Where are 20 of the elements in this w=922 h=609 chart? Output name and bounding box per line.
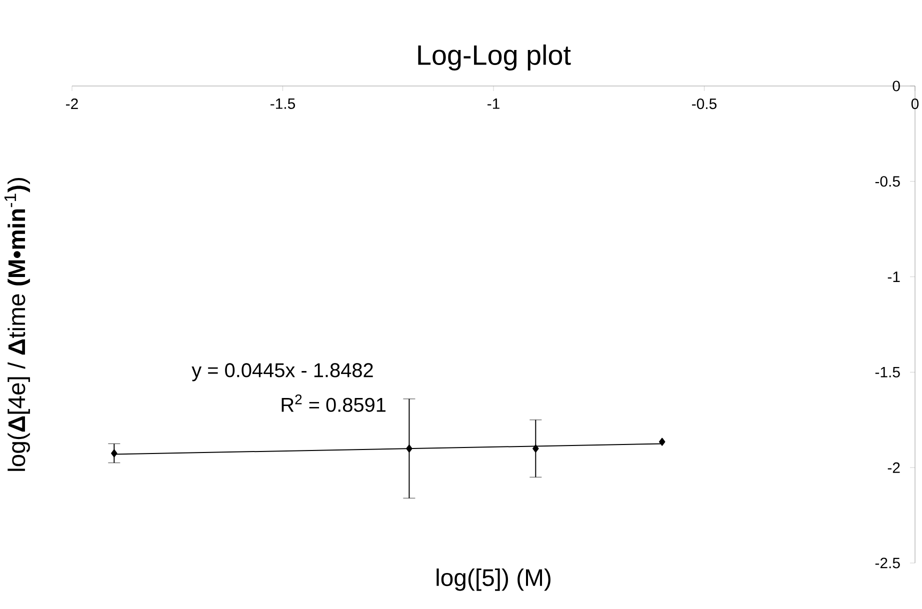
x-axis-title: log([5]) (M) <box>436 568 550 591</box>
y-tick-label: -1.5 <box>875 366 900 378</box>
chart-title: Log-Log plot <box>418 44 571 70</box>
x-tick-label: -2 <box>66 98 78 109</box>
y-tick-label: -2 <box>888 462 900 473</box>
point <box>532 444 539 453</box>
point <box>658 438 666 446</box>
annotation: y = 0.0445x - 1.8482 <box>192 363 373 382</box>
text: log(Δ[4e] / Δtime (M•min$^{-1}$)) <box>4 178 30 471</box>
y-tick-label: -0.5 <box>875 176 900 187</box>
y-tick-label: -1 <box>888 272 900 282</box>
x-tick-label: -1 <box>488 98 500 109</box>
annotation: R$^{2}$ = 0.8591 <box>282 394 386 412</box>
point <box>406 444 412 453</box>
y-tick-label: 0 <box>892 80 900 92</box>
x-tick-label: -1.5 <box>270 98 296 109</box>
x-tick-label: -0.5 <box>692 98 717 110</box>
y-tick-label: -2.5 <box>875 558 900 568</box>
point <box>111 449 118 458</box>
x-tick-label: 0 <box>911 98 919 110</box>
